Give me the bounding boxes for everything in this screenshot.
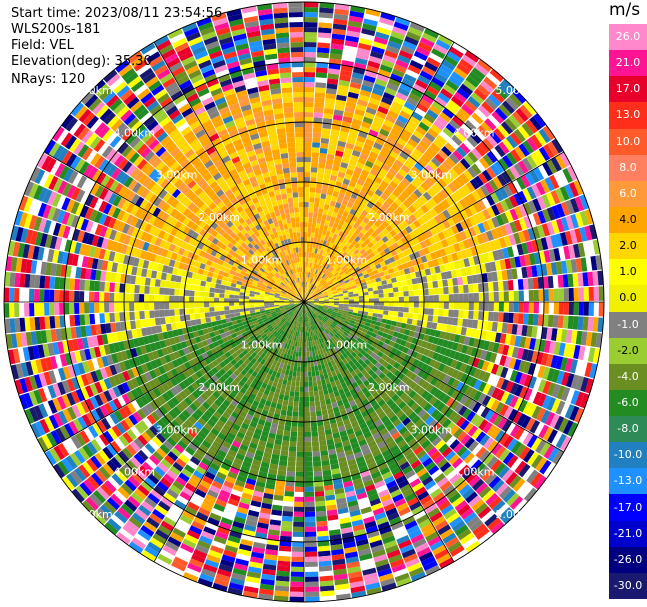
- colorbar-segment: [609, 468, 647, 495]
- colorbar-tick-label: 13.0: [615, 108, 641, 122]
- radar-ppi-plot: 1.00km 1.00km 1.00km 1.00km 2.00km 2.00km 2.00…: [3, 1, 605, 603]
- colorbar-tick-label: -6.0: [617, 395, 639, 409]
- field-label: Field: VEL: [11, 38, 74, 53]
- range-ring-label: 4.00km: [453, 126, 495, 139]
- colorbar: [609, 24, 647, 600]
- range-ring-label: 5.00km: [71, 508, 113, 521]
- colorbar-tick-label: -30.0: [613, 578, 643, 592]
- colorbar-tick-label: 4.0: [619, 213, 637, 227]
- colorbar-segment: [609, 285, 647, 312]
- range-ring-label: 3.00km: [156, 169, 198, 182]
- colorbar-segment: [609, 311, 647, 339]
- azimuth-spoke: [43, 151, 305, 303]
- colorbar-tick-label: -1.0: [617, 317, 639, 331]
- colorbar-segment: [609, 206, 647, 234]
- range-ring-label: 4.00km: [114, 466, 156, 479]
- colorbar-segment: [609, 24, 647, 51]
- colorbar-tick-label: -13.0: [613, 474, 643, 488]
- colorbar-segment: [609, 180, 647, 208]
- range-ring-label: 2.00km: [198, 381, 240, 394]
- start-time-label: Start time: 2023/08/11 23:54:56: [11, 6, 223, 21]
- colorbar-segment: [609, 572, 647, 600]
- colorbar-tick-label: 17.0: [615, 82, 641, 96]
- elevation-label: Elevation(deg): 35.30: [11, 54, 152, 69]
- colorbar-tick-label: 1.0: [619, 265, 637, 279]
- colorbar-segment: [609, 50, 647, 77]
- colorbar-tick-label: 8.0: [619, 160, 637, 174]
- azimuth-spoke: [303, 301, 455, 563]
- range-ring-label: 2.00km: [368, 211, 410, 224]
- colorbar-unit-label: m/s: [609, 0, 641, 20]
- colorbar-segment: [609, 102, 647, 130]
- colorbar-tick-label: -26.0: [613, 552, 643, 566]
- range-ring-label: 1.00km: [241, 254, 283, 267]
- colorbar-tick-label: 6.0: [619, 186, 637, 200]
- colorbar-tick-label: -17.0: [613, 500, 643, 514]
- colorbar-segment: [609, 233, 647, 260]
- colorbar-tick-label: -21.0: [613, 526, 643, 540]
- colorbar-segment: [609, 494, 647, 522]
- radar-gates: [4, 2, 604, 602]
- range-ring-label: 4.00km: [114, 126, 156, 139]
- azimuth-spoke: [303, 151, 565, 303]
- range-ring-label: 3.00km: [156, 423, 198, 436]
- azimuth-spoke: [153, 41, 305, 303]
- colorbar-segment: [609, 520, 647, 548]
- colorbar-tick-label: 0.0: [619, 291, 637, 305]
- azimuth-spoke: [153, 301, 305, 563]
- colorbar-segment: [609, 154, 647, 182]
- range-ring-label: 5.00km: [495, 84, 537, 97]
- colorbar-segment: [609, 389, 647, 417]
- range-ring-label: 2.00km: [368, 381, 410, 394]
- range-ring-label: 4.00km: [453, 466, 495, 479]
- colorbar-segment: [609, 337, 647, 365]
- range-ring-label: 5.00km: [495, 508, 537, 521]
- colorbar-segment: [609, 442, 647, 469]
- colorbar-segment: [609, 259, 647, 286]
- range-ring-label: 1.00km: [241, 338, 283, 351]
- range-ring-label: 1.00km: [326, 254, 368, 267]
- colorbar-segment: [609, 76, 647, 103]
- colorbar-tick-label: -2.0: [617, 343, 639, 357]
- colorbar-segment: [609, 128, 647, 156]
- colorbar-tick-label: 10.0: [615, 134, 641, 148]
- colorbar-tick-label: -8.0: [617, 422, 639, 436]
- range-ring-label: 5.00km: [71, 84, 113, 97]
- colorbar-tick-label: -4.0: [617, 369, 639, 383]
- azimuth-spoke: [303, 41, 455, 303]
- colorbar-tick-label: 21.0: [615, 56, 641, 70]
- nrays-label: NRays: 120: [11, 72, 86, 87]
- range-ring-label: 2.00km: [198, 211, 240, 224]
- colorbar-segment: [609, 416, 647, 443]
- range-ring-label: 3.00km: [410, 169, 452, 182]
- range-ring-label: 3.00km: [410, 423, 452, 436]
- azimuth-spoke: [303, 301, 565, 453]
- colorbar-tick-label: -10.0: [613, 448, 643, 462]
- range-ring-label: 1.00km: [326, 338, 368, 351]
- colorbar-segment: [609, 546, 647, 574]
- azimuth-spoke: [43, 301, 305, 453]
- colorbar-segment: [609, 363, 647, 391]
- instrument-label: WLS200s-181: [11, 22, 101, 37]
- colorbar-tick-label: 2.0: [619, 239, 637, 253]
- colorbar-tick-label: 26.0: [615, 30, 641, 44]
